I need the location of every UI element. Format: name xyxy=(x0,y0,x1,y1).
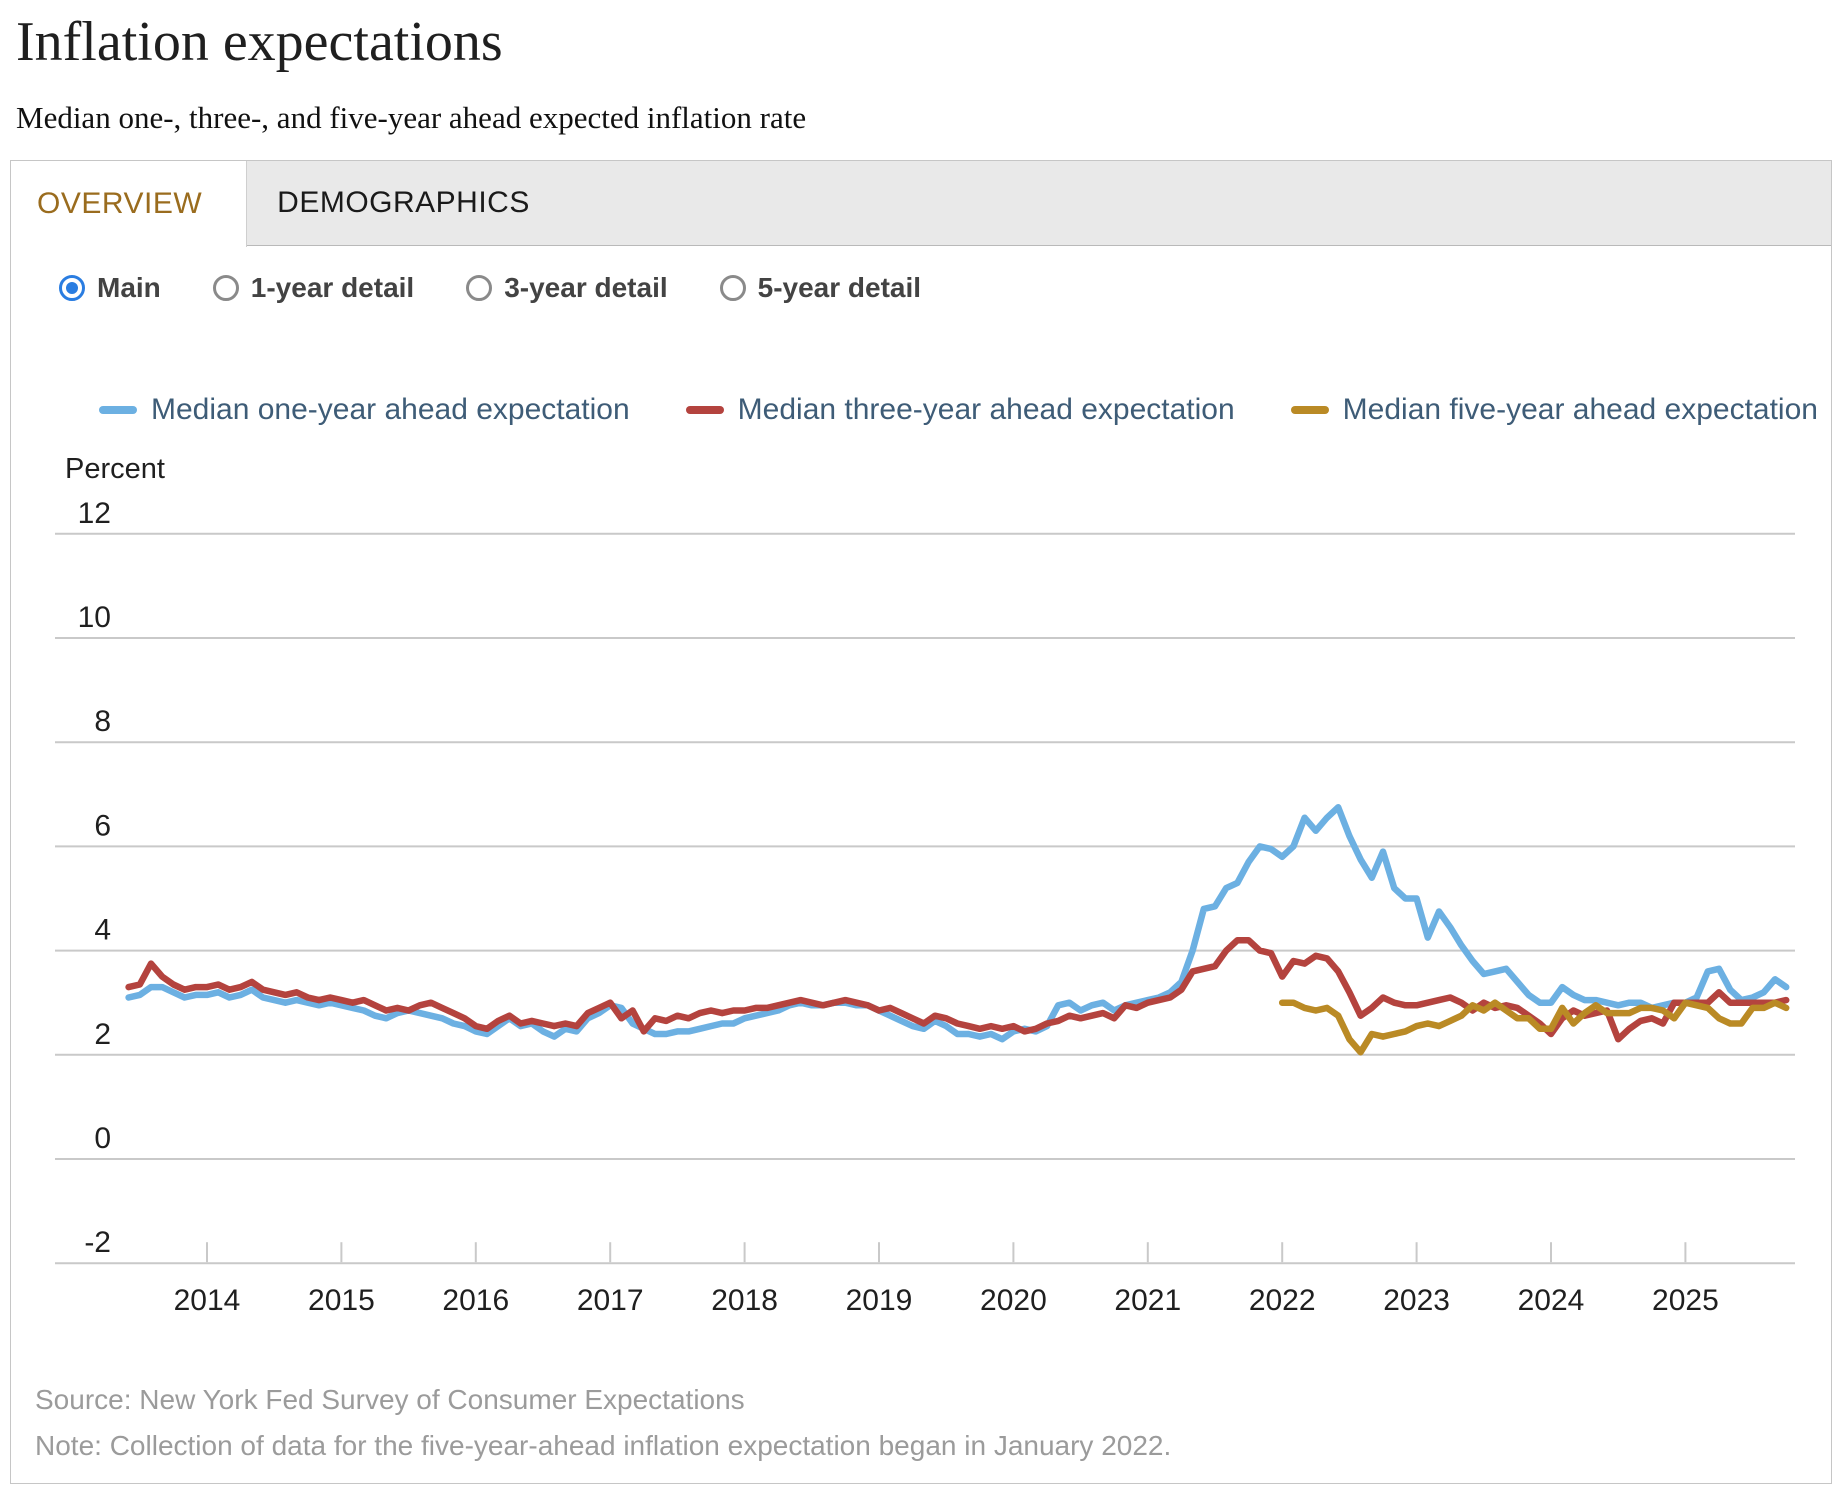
radio-unselected-icon[interactable] xyxy=(466,275,493,301)
legend-item-2[interactable]: Median five-year ahead expectation xyxy=(1290,393,1818,427)
x-tick-label-2016: 2016 xyxy=(442,1284,509,1317)
radio-label[interactable]: 5-year detail xyxy=(757,272,922,303)
x-tick-label-2014: 2014 xyxy=(174,1284,241,1317)
x-tick-label-2018: 2018 xyxy=(711,1284,778,1317)
chart-legend: Median one-year ahead expectation Median … xyxy=(99,392,1831,428)
tab-demographics[interactable]: DEMOGRAPHICS xyxy=(277,186,530,219)
chart-area: Percent 12 10 8 6 4 2 0 -2 2014 2015 2016 2017 2018 20… xyxy=(11,432,1831,1327)
page-subtitle: Median one-, three-, and five-year ahead… xyxy=(16,100,807,135)
radio-dot xyxy=(66,282,78,294)
radio-dot xyxy=(220,282,232,294)
y-axis-unit-label: Percent xyxy=(65,453,165,485)
y-tick-label-0: 0 xyxy=(94,1122,111,1155)
chart-footer: Source: New York Fed Survey of Consumer … xyxy=(35,1377,1831,1469)
legend-line-swatch-icon xyxy=(685,406,724,414)
x-tick-label-2015: 2015 xyxy=(308,1284,375,1317)
radio-dot xyxy=(473,282,485,294)
x-tick-label-2017: 2017 xyxy=(577,1284,644,1317)
radio-label[interactable]: 1-year detail xyxy=(250,272,415,303)
tab-strip: OVERVIEW DEMOGRAPHICS xyxy=(11,161,1831,247)
legend-line-swatch-icon xyxy=(99,406,137,414)
note-text: Note: Collection of data for the five-ye… xyxy=(35,1430,1172,1461)
legend-item-0[interactable]: Median one-year ahead expectation xyxy=(99,393,630,427)
y-tick-label-6: 6 xyxy=(94,809,111,842)
x-tick-label-2019: 2019 xyxy=(846,1284,913,1317)
tab-overview[interactable]: OVERVIEW xyxy=(11,161,248,247)
line-chart: Percent 12 10 8 6 4 2 0 -2 2014 2015 2016 2017 2018 20… xyxy=(55,453,1795,1317)
page-title: Inflation expectations xyxy=(16,11,503,73)
radio-dot xyxy=(727,282,739,294)
radio-5-year-detail[interactable]: 5-year detail xyxy=(719,272,922,304)
radio-label[interactable]: Main xyxy=(97,272,161,303)
y-tick-label-2: 2 xyxy=(94,1018,111,1051)
legend-label: Median five-year ahead expectation xyxy=(1342,393,1818,426)
x-tick-label-2023: 2023 xyxy=(1383,1284,1450,1317)
radio-3-year-detail[interactable]: 3-year detail xyxy=(466,272,668,304)
chart-panel: OVERVIEW DEMOGRAPHICS Main 1-year detail 3-… xyxy=(10,160,1832,1484)
legend-line-swatch-icon xyxy=(1290,406,1329,414)
radio-unselected-icon[interactable] xyxy=(212,275,239,301)
radio-label[interactable]: 3-year detail xyxy=(504,272,668,303)
legend-label: Median one-year ahead expectation xyxy=(151,393,630,426)
y-tick-label--2: -2 xyxy=(84,1226,111,1259)
y-tick-label-4: 4 xyxy=(94,914,111,947)
view-radio-group: Main 1-year detail 3-year detail 5-year det… xyxy=(59,268,1831,308)
legend-label: Median three-year ahead expectation xyxy=(737,393,1235,426)
y-tick-label-8: 8 xyxy=(94,705,111,738)
x-tick-label-2021: 2021 xyxy=(1114,1284,1181,1317)
radio-main[interactable]: Main xyxy=(59,272,161,304)
series-line-1 xyxy=(125,936,1790,1043)
legend-item-1[interactable]: Median three-year ahead expectation xyxy=(685,393,1235,427)
radio-selected-icon[interactable] xyxy=(59,275,85,301)
y-tick-label-12: 12 xyxy=(78,497,111,530)
series-line-2 xyxy=(1278,999,1790,1056)
x-tick-label-2020: 2020 xyxy=(980,1284,1047,1317)
x-tick-label-2022: 2022 xyxy=(1249,1284,1316,1317)
y-tick-label-10: 10 xyxy=(78,601,111,634)
source-text: Source: New York Fed Survey of Consumer … xyxy=(35,1384,745,1415)
x-tick-label-2024: 2024 xyxy=(1518,1284,1585,1317)
radio-unselected-icon[interactable] xyxy=(719,275,746,301)
x-tick-label-2025: 2025 xyxy=(1652,1284,1719,1317)
radio-1-year-detail[interactable]: 1-year detail xyxy=(212,272,415,304)
